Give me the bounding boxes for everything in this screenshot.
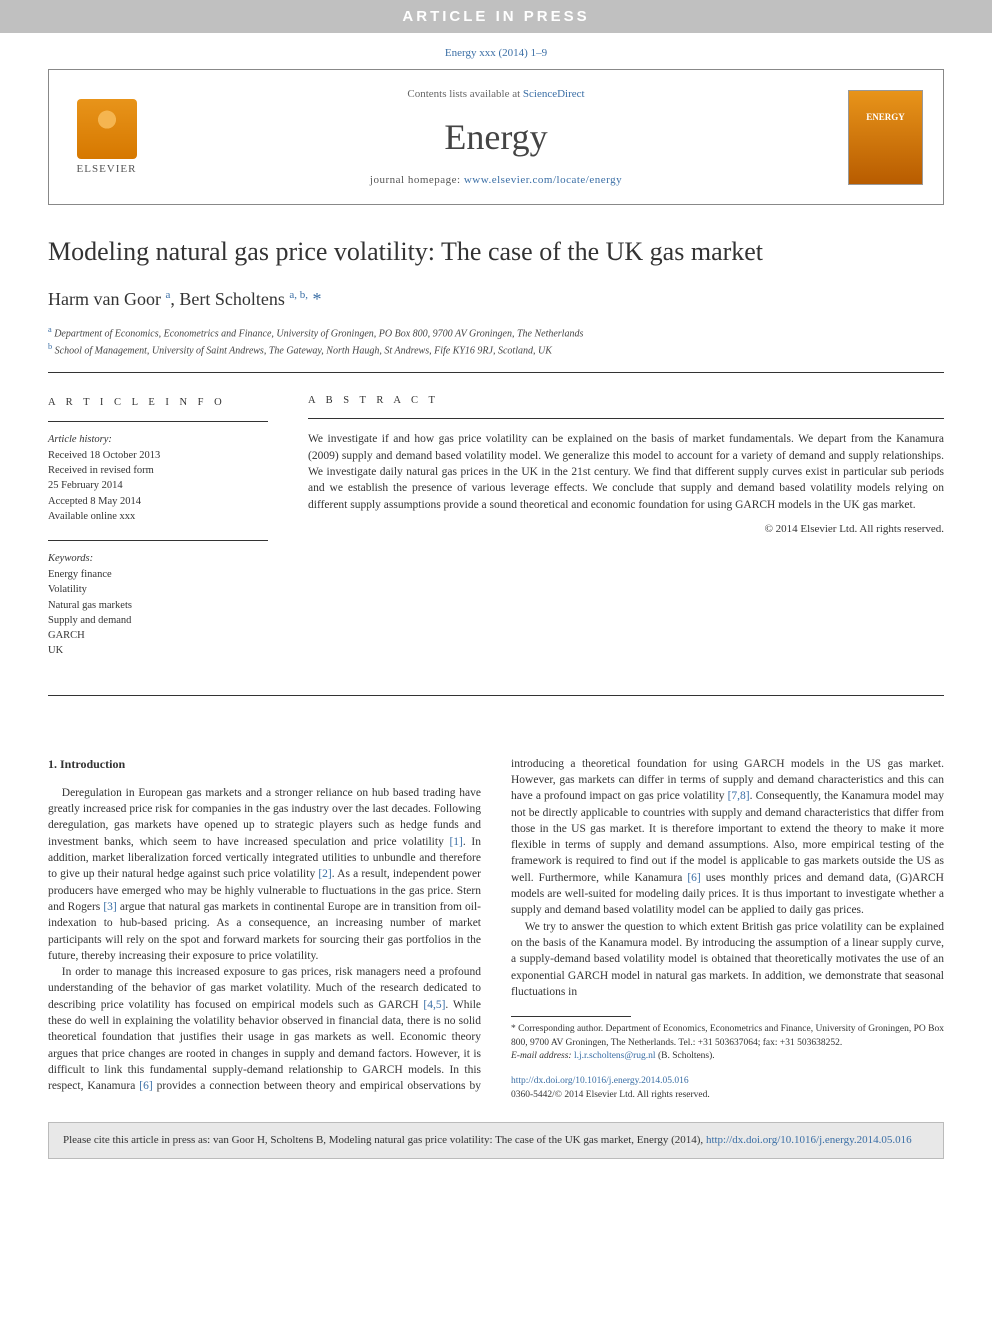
corresponding-star-icon: * (313, 289, 322, 309)
info-abstract-row: A R T I C L E I N F O Article history: R… (48, 373, 944, 674)
abstract-heading: A B S T R A C T (308, 395, 944, 406)
history-block: Article history: Received 18 October 201… (48, 432, 268, 524)
keywords-label: Keywords: (48, 551, 268, 566)
authors-line: Harm van Goor a, Bert Scholtens a, b, * (48, 289, 944, 310)
elsevier-tree-icon (77, 99, 137, 159)
cover-title: ENERGY (866, 112, 905, 122)
author-1: Harm van Goor (48, 289, 161, 309)
publisher-logo: ELSEVIER (69, 99, 144, 175)
abstract: A B S T R A C T We investigate if and ho… (308, 395, 944, 674)
ref-4-5[interactable]: [4,5] (423, 999, 445, 1011)
history-1: Received in revised form (48, 463, 268, 478)
info-heading: A R T I C L E I N F O (48, 395, 268, 410)
doi-link[interactable]: http://dx.doi.org/10.1016/j.energy.2014.… (511, 1076, 689, 1086)
banner-text: ARTICLE IN PRESS (402, 8, 589, 25)
email-line: E-mail address: l.j.r.scholtens@rug.nl (… (511, 1050, 944, 1063)
ref-1[interactable]: [1] (449, 836, 462, 848)
article-title: Modeling natural gas price volatility: T… (48, 235, 944, 269)
ref-6a[interactable]: [6] (139, 1080, 152, 1092)
abstract-rule (308, 418, 944, 419)
history-2: 25 February 2014 (48, 478, 268, 493)
journal-header: ELSEVIER Contents lists available at Sci… (48, 69, 944, 205)
kw-3: Supply and demand (48, 613, 268, 628)
author-2: Bert Scholtens (179, 289, 285, 309)
history-label: Article history: (48, 432, 268, 447)
publisher-name: ELSEVIER (77, 163, 137, 175)
doi-block: http://dx.doi.org/10.1016/j.energy.2014.… (511, 1075, 944, 1102)
keywords-block: Keywords: Energy finance Volatility Natu… (48, 551, 268, 659)
top-citation: Energy xxx (2014) 1–9 (0, 33, 992, 69)
homepage-link[interactable]: www.elsevier.com/locate/energy (464, 174, 622, 186)
info-rule (48, 540, 268, 541)
journal-name: Energy (144, 116, 848, 158)
header-center: Contents lists available at ScienceDirec… (144, 88, 848, 186)
body-columns: 1. Introduction Deregulation in European… (48, 756, 944, 1102)
abstract-copyright: © 2014 Elsevier Ltd. All rights reserved… (308, 523, 944, 535)
history-3: Accepted 8 May 2014 (48, 494, 268, 509)
kw-5: UK (48, 643, 268, 658)
affiliations: a Department of Economics, Econometrics … (48, 324, 944, 359)
ref-3[interactable]: [3] (103, 901, 116, 913)
kw-1: Volatility (48, 582, 268, 597)
section-heading: 1. Introduction (48, 756, 481, 773)
homepage-line: journal homepage: www.elsevier.com/locat… (144, 174, 848, 186)
contents-line: Contents lists available at ScienceDirec… (144, 88, 848, 100)
para-1: Deregulation in European gas markets and… (48, 785, 481, 965)
abstract-text: We investigate if and how gas price vola… (308, 431, 944, 513)
history-0: Received 18 October 2013 (48, 448, 268, 463)
cover-thumbnail: ENERGY (848, 90, 923, 185)
kw-4: GARCH (48, 628, 268, 643)
press-banner: ARTICLE IN PRESS (0, 0, 992, 33)
ref-6b[interactable]: [6] (687, 872, 700, 884)
kw-2: Natural gas markets (48, 598, 268, 613)
author-2-affil: a, b, (289, 289, 308, 301)
author-1-affil: a (165, 289, 170, 301)
email-link[interactable]: l.j.r.scholtens@rug.nl (574, 1051, 656, 1061)
footnote-block: * Corresponding author. Department of Ec… (511, 1016, 944, 1101)
footnote-sep (511, 1016, 631, 1017)
history-4: Available online xxx (48, 509, 268, 524)
main-content: Modeling natural gas price volatility: T… (0, 235, 992, 1102)
section-rule (48, 695, 944, 696)
ref-2[interactable]: [2] (318, 868, 331, 880)
info-rule (48, 421, 268, 422)
corr-footnote: * Corresponding author. Department of Ec… (511, 1023, 944, 1050)
kw-0: Energy finance (48, 567, 268, 582)
para-3: We try to answer the question to which e… (511, 919, 944, 1001)
ref-7-8[interactable]: [7,8] (728, 790, 750, 802)
article-info: A R T I C L E I N F O Article history: R… (48, 395, 268, 674)
affil-a: a Department of Economics, Econometrics … (48, 324, 944, 341)
cite-box: Please cite this article in press as: va… (48, 1122, 944, 1159)
issn-line: 0360-5442/© 2014 Elsevier Ltd. All right… (511, 1090, 710, 1100)
citebox-doi-link[interactable]: http://dx.doi.org/10.1016/j.energy.2014.… (706, 1134, 912, 1146)
affil-b: b School of Management, University of Sa… (48, 341, 944, 358)
sciencedirect-link[interactable]: ScienceDirect (523, 88, 585, 100)
